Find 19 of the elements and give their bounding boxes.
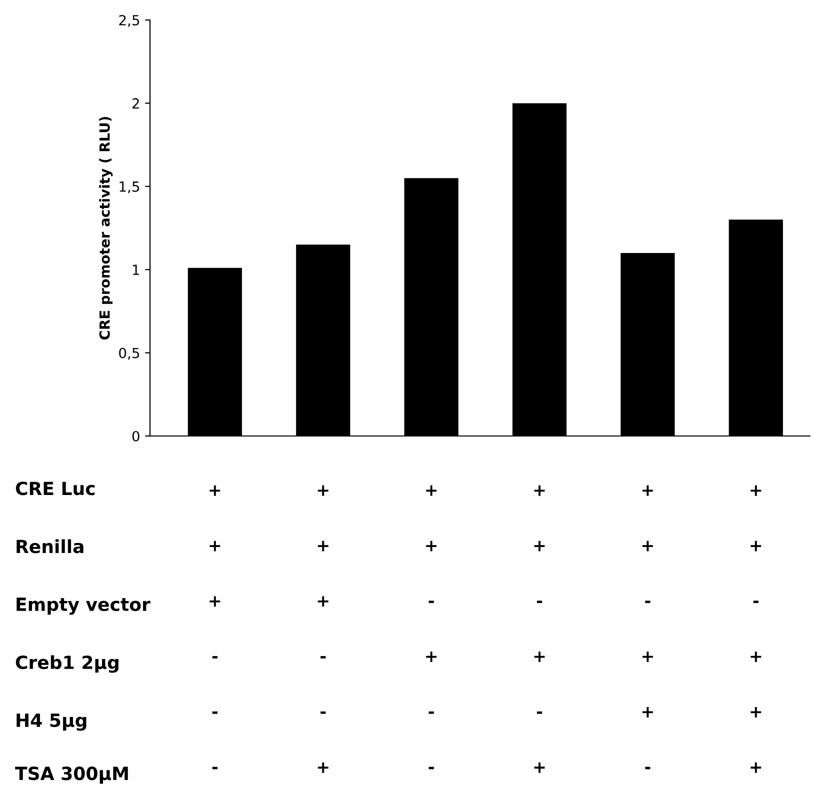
text: H4 5µg [16,714,86,731]
y-tick-label: 2,5 [119,14,140,27]
y-tick-label: 1 [132,264,139,275]
text: CRE Luc [16,482,95,496]
category-label: + + - + + - [642,485,653,770]
y-tick-label: 0,5 [119,348,140,360]
text: Renilla [16,539,84,554]
text: TSA 300µM [15,766,128,784]
text: Creb1 2µg [16,655,118,673]
text: Empty vector [16,598,150,615]
y-axis-title: CRE promoter activity ( RLU) [99,116,113,340]
category-label: + + + - - + [318,485,328,773]
category-label: + + - + + + [750,485,762,773]
y-tick-label: 0 [132,430,140,442]
y-tick-label: 2 [132,98,139,108]
category-label: + + - + - - [426,485,437,770]
category-label: + + + - - - [210,485,220,770]
y-tick-label: 1,5 [120,182,140,194]
category-label: + + - + - + [534,485,545,773]
